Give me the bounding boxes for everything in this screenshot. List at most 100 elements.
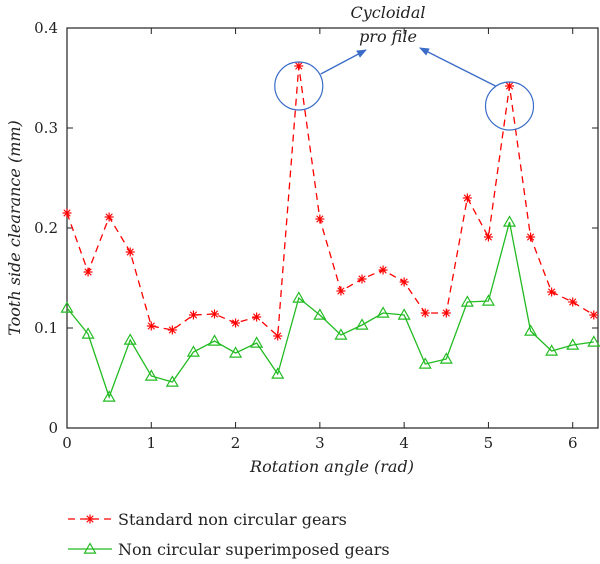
- data-point: [399, 277, 409, 287]
- annotation-text-line1: Cycloidal: [350, 3, 425, 22]
- y-tick-label: 0.4: [34, 19, 58, 37]
- data-point: [589, 310, 599, 320]
- legend-label-superimposed: Non circular superimposed gears: [118, 540, 390, 559]
- asterisk-stroke: [63, 209, 71, 217]
- data-point: [294, 61, 304, 71]
- data-point: [271, 367, 285, 379]
- legend-label-standard: Standard non circular gears: [118, 510, 347, 529]
- legend-marker-symbol: [83, 542, 97, 554]
- y-tick-label: 0.3: [34, 119, 58, 137]
- x-tick-label: 6: [568, 434, 578, 452]
- data-point: [441, 308, 451, 318]
- asterisk-stroke: [463, 194, 472, 202]
- data-point: [334, 328, 348, 340]
- data-point: [210, 309, 219, 319]
- y-tick-label: 0.1: [34, 319, 58, 337]
- data-point: [229, 346, 243, 358]
- asterisk-stroke: [189, 311, 198, 319]
- asterisk-stroke: [295, 62, 303, 70]
- asterisk-stroke: [274, 332, 282, 340]
- data-point: [81, 327, 95, 339]
- asterisk-stroke: [231, 319, 240, 327]
- data-point: [102, 390, 116, 402]
- legend-item-standard: Standard non circular gears: [68, 510, 347, 529]
- legend: Standard non circular gears Non circular…: [68, 510, 390, 559]
- legend-marker-standard: [85, 514, 95, 524]
- data-point: [186, 345, 200, 357]
- data-point: [207, 334, 222, 346]
- annotation-circle: [484, 81, 535, 131]
- asterisk-stroke: [526, 233, 535, 241]
- y-tick-label: 0.2: [34, 219, 58, 237]
- series-0: [62, 61, 599, 341]
- asterisk-stroke: [147, 322, 155, 330]
- annotation-circle: [274, 61, 324, 111]
- data-point: [481, 294, 495, 306]
- x-tick-label: 2: [231, 434, 241, 452]
- y-tick-label: 0: [48, 419, 58, 437]
- data-point: [462, 193, 472, 203]
- asterisk-stroke: [442, 309, 450, 317]
- asterisk-stroke: [84, 268, 92, 276]
- data-point: [568, 297, 578, 307]
- data-point: [144, 369, 158, 381]
- data-point: [545, 344, 559, 356]
- x-tick-label: 4: [399, 434, 409, 452]
- asterisk-stroke: [590, 311, 598, 319]
- asterisk-stroke: [421, 309, 429, 317]
- asterisk-stroke: [210, 310, 219, 318]
- data-point: [292, 291, 306, 303]
- data-point: [313, 308, 327, 320]
- data-point: [336, 286, 346, 296]
- legend-item-superimposed: Non circular superimposed gears: [68, 540, 390, 559]
- annotation-arrow: [320, 49, 367, 75]
- data-point: [566, 338, 580, 350]
- x-tick-label: 3: [315, 434, 325, 452]
- data-point: [376, 306, 390, 318]
- annotation-text-line2: pro file: [359, 27, 417, 46]
- data-point: [524, 324, 538, 336]
- data-point: [505, 81, 514, 91]
- data-point: [250, 336, 264, 348]
- data-point: [526, 232, 536, 242]
- data-point: [165, 375, 179, 387]
- data-point: [397, 308, 411, 320]
- data-point: [439, 352, 453, 364]
- legend-marker-superimposed: [83, 542, 97, 554]
- legend-marker-symbol: [85, 514, 95, 524]
- asterisk-stroke: [86, 515, 94, 523]
- x-tick-label: 0: [62, 434, 72, 452]
- asterisk-stroke: [379, 266, 387, 274]
- data-point: [188, 310, 198, 320]
- asterisk-stroke: [484, 233, 493, 241]
- asterisk-stroke: [252, 313, 261, 321]
- asterisk-stroke: [126, 248, 134, 256]
- x-tick-label: 5: [484, 434, 494, 452]
- asterisk-stroke: [358, 275, 366, 283]
- x-tick-label: 1: [147, 434, 157, 452]
- data-point: [167, 325, 177, 335]
- data-point: [418, 357, 432, 369]
- data-point: [62, 208, 72, 218]
- data-point: [252, 312, 262, 322]
- data-point: [547, 287, 557, 297]
- data-point: [587, 335, 600, 347]
- asterisk-stroke: [505, 82, 514, 90]
- series-1: [60, 215, 600, 402]
- asterisk-stroke: [547, 288, 556, 296]
- asterisk-stroke: [168, 326, 177, 334]
- data-point: [123, 333, 137, 345]
- data-point: [357, 274, 367, 284]
- series-layer: [60, 61, 600, 402]
- data-point: [483, 232, 493, 242]
- annotation-arrow: [419, 47, 496, 87]
- asterisk-stroke: [316, 215, 324, 223]
- x-axis-label: Rotation angle (rad): [249, 457, 414, 476]
- y-axis-label: Tooth side clearance (mm): [5, 120, 24, 336]
- data-point: [231, 318, 241, 328]
- data-point: [83, 267, 93, 277]
- data-point: [315, 214, 325, 224]
- asterisk-stroke: [569, 298, 577, 306]
- data-point: [146, 321, 156, 331]
- data-point: [273, 331, 283, 341]
